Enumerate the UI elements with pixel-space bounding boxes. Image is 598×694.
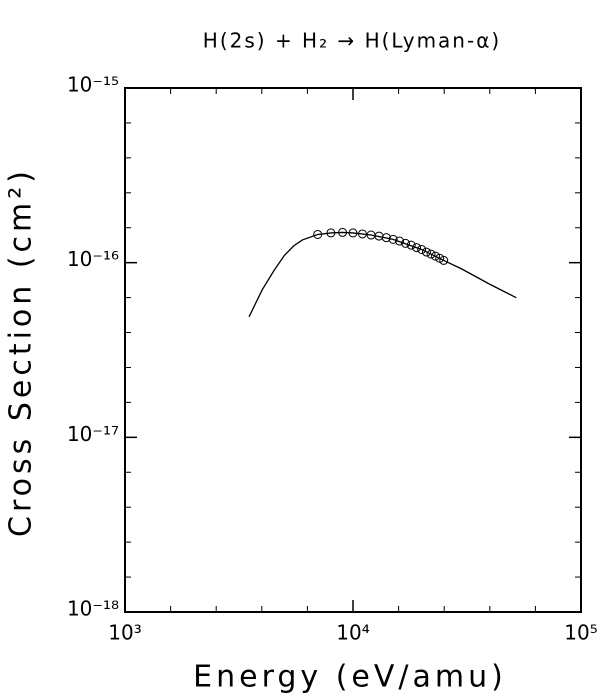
data-point (401, 238, 411, 248)
x-tick-label: 10⁵ (564, 621, 597, 645)
data-point (417, 244, 427, 254)
y-tick-label: 10⁻¹⁶ (67, 247, 119, 271)
chart-title: H(2s) + H₂ → H(Lyman-α) (203, 29, 501, 53)
fit-line (248, 231, 517, 318)
x-tick-label: 10⁴ (336, 621, 369, 645)
y-tick-label: 10⁻¹⁸ (67, 597, 119, 621)
data-point (388, 234, 398, 244)
x-tick-label: 10³ (108, 621, 141, 645)
y-tick-label: 10⁻¹⁷ (67, 422, 119, 446)
x-axis-label: Energy (eV/amu) (193, 660, 507, 694)
plot-frame (124, 87, 582, 613)
y-tick-label: 10⁻¹⁵ (67, 73, 119, 97)
data-point (395, 236, 405, 246)
data-point (439, 255, 449, 265)
data-point (412, 243, 422, 253)
y-axis-label: Cross Section (cm²) (4, 167, 39, 537)
data-point (406, 240, 416, 250)
data-point (430, 251, 440, 261)
data-point (426, 249, 436, 259)
data-point (421, 247, 431, 257)
